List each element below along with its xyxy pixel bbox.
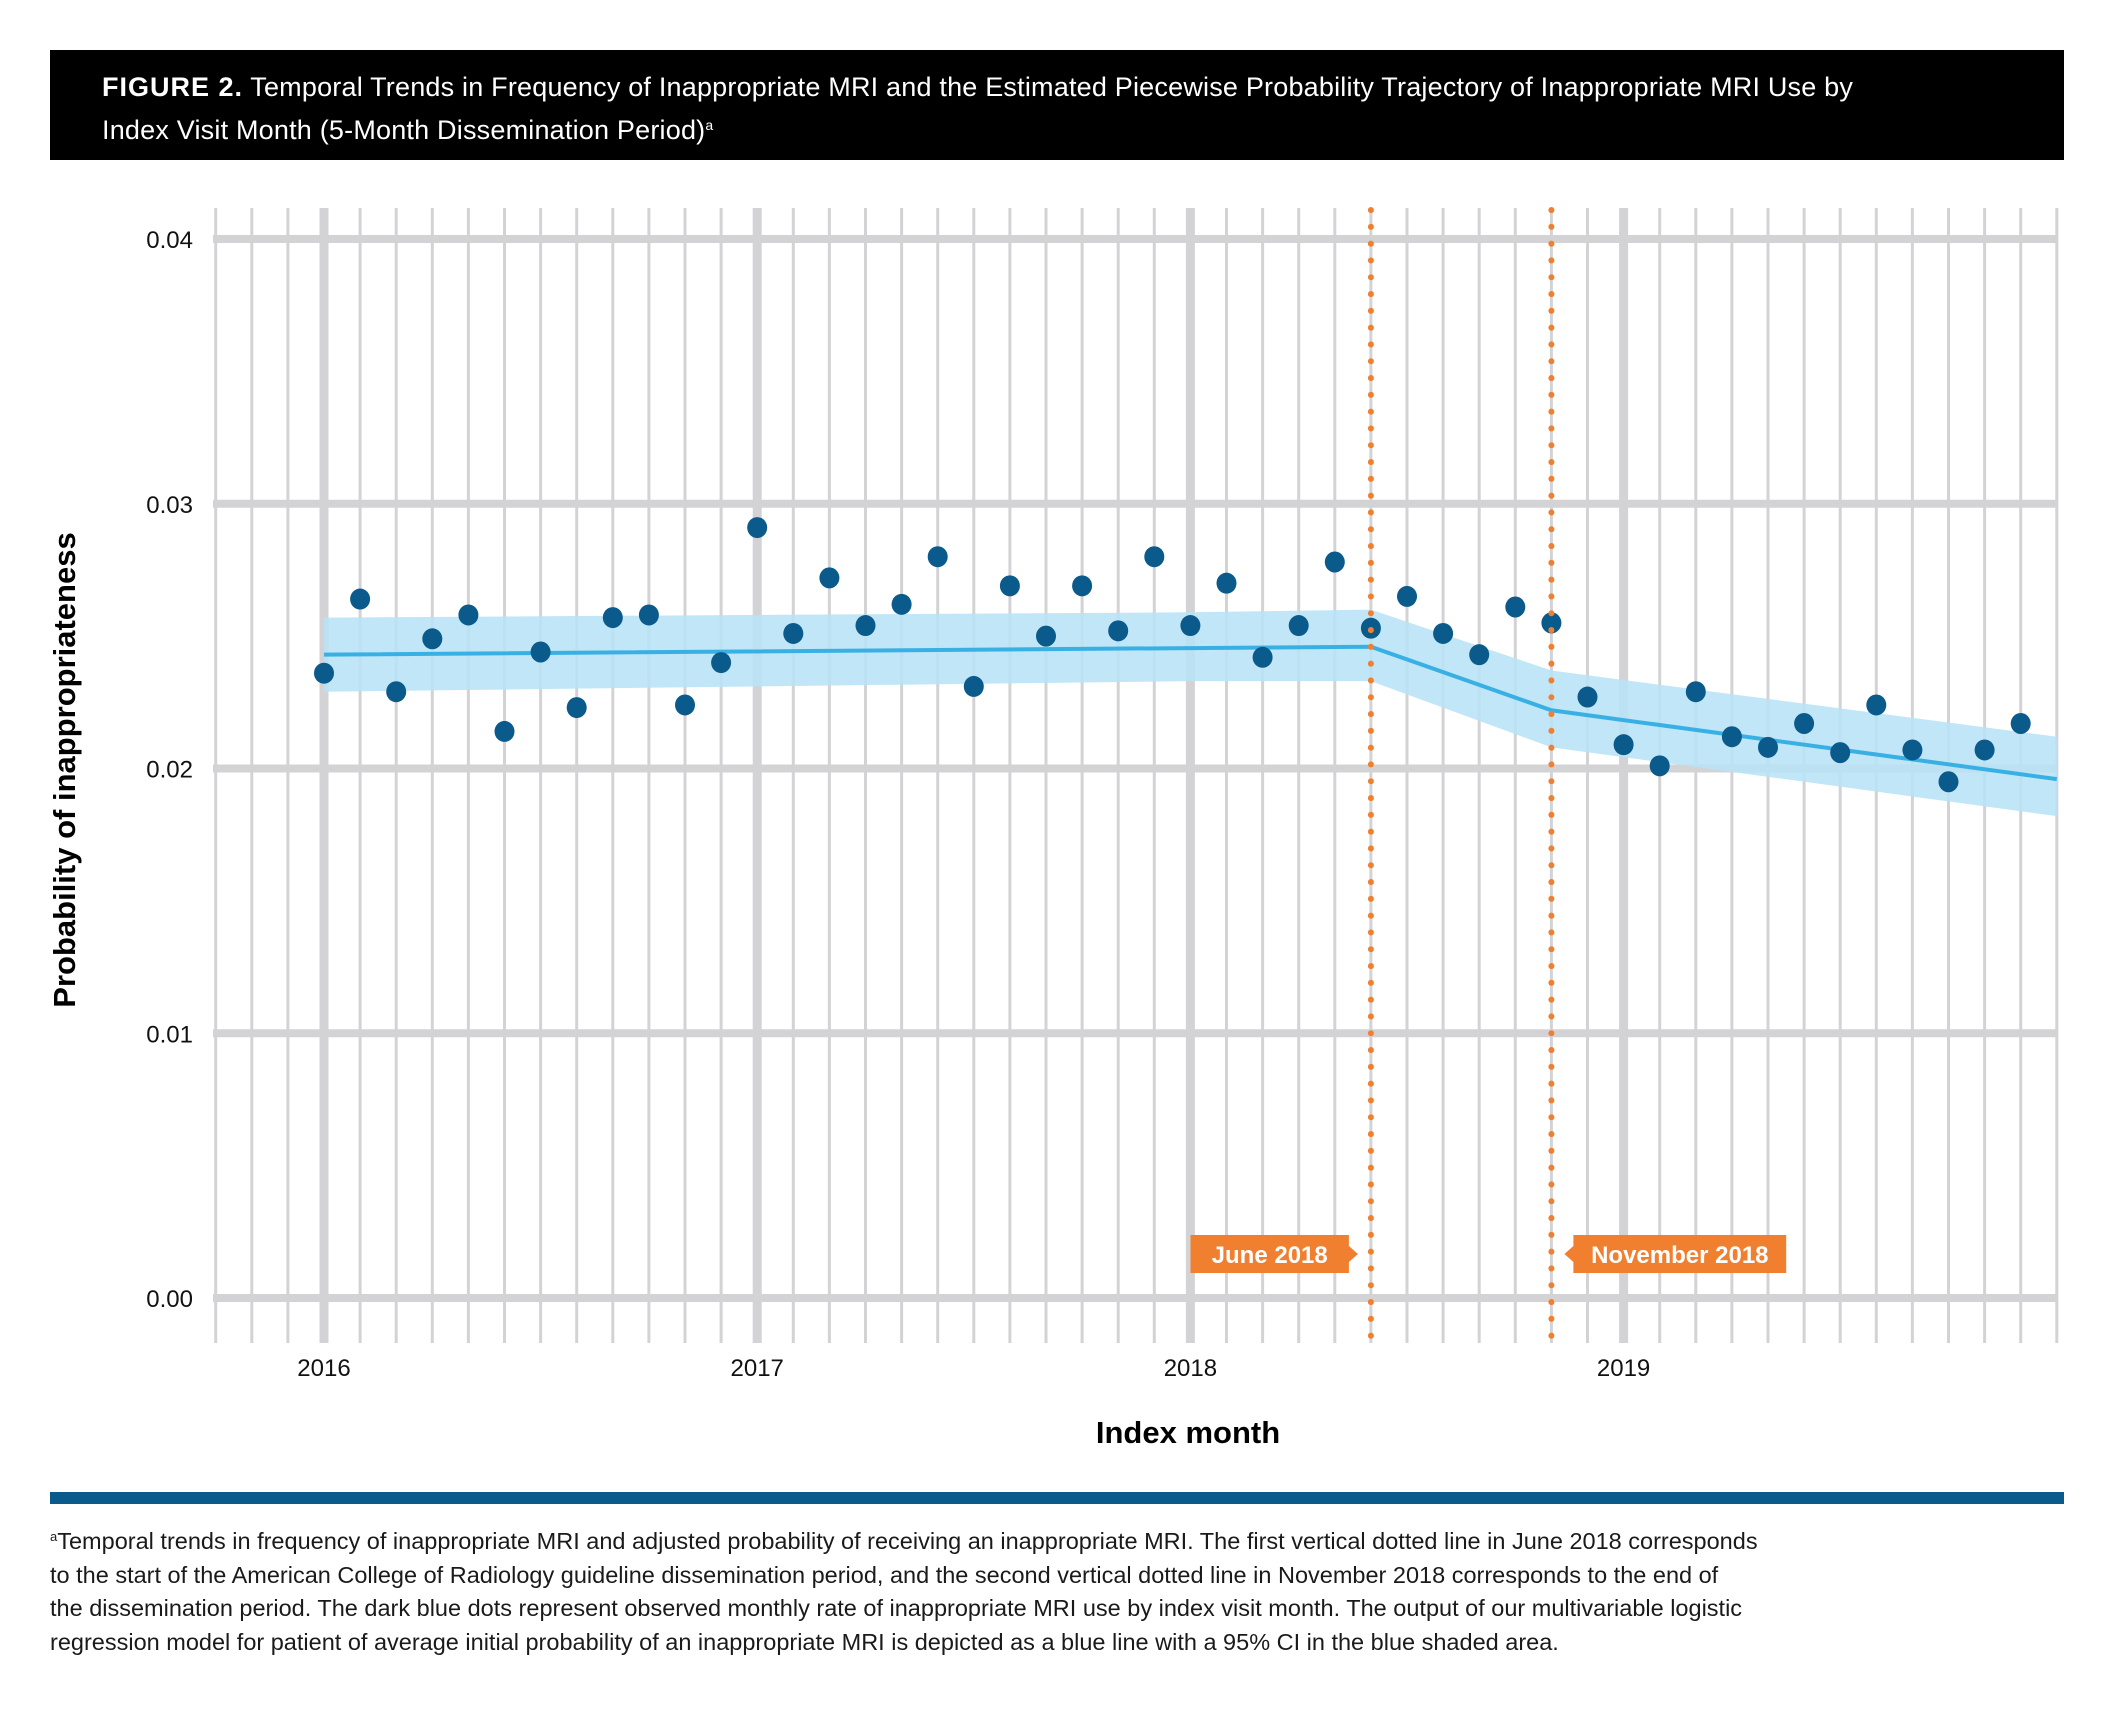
data-point xyxy=(1216,572,1237,594)
fit-line-layer xyxy=(323,644,2058,782)
footnote-text-1: Temporal trends in frequency of inapprop… xyxy=(57,1528,1758,1554)
footnote-line-4: regression model for patient of average … xyxy=(50,1628,1559,1655)
data-point xyxy=(927,546,948,568)
minor-gridlines xyxy=(214,208,2059,1343)
fit-line xyxy=(323,644,2058,782)
data-point xyxy=(963,675,984,697)
ci-band xyxy=(324,609,2057,817)
data-point xyxy=(1902,739,1923,761)
data-point xyxy=(1505,596,1526,618)
data-point xyxy=(1180,615,1201,637)
annotations: June 2018 November 2018 xyxy=(1190,207,1787,1353)
data-point xyxy=(1252,646,1273,668)
y-tick-label: 0.02 xyxy=(146,757,193,784)
data-point xyxy=(1974,739,1995,761)
footnote-line-1: aTemporal trends in frequency of inappro… xyxy=(50,1520,2080,1559)
footnote-line-3: the dissemination period. The dark blue … xyxy=(50,1595,1743,1621)
figure-title-line-1: FIGURE 2. Temporal Trends in Frequency o… xyxy=(102,68,2064,106)
data-point xyxy=(819,567,840,589)
annotation-label-box xyxy=(1190,1235,1358,1273)
data-point xyxy=(530,641,551,663)
y-tick-label: 0.03 xyxy=(146,492,193,519)
data-point xyxy=(891,593,912,615)
data-point xyxy=(1721,726,1742,748)
footnote: aTemporal trends in frequency of inappro… xyxy=(50,1520,2080,1659)
data-point xyxy=(494,720,515,742)
x-tick-label: 2016 xyxy=(297,1355,350,1382)
data-point xyxy=(1036,625,1056,647)
data-point xyxy=(1469,644,1490,666)
data-point xyxy=(1072,575,1093,597)
ci-band-layer xyxy=(324,609,2057,817)
figure-title-text-2: Index Visit Month (5-Month Dissemination… xyxy=(102,115,706,145)
data-point xyxy=(855,615,876,637)
y-axis-title: Probability of inappropriateness xyxy=(47,532,82,1007)
data-point xyxy=(1794,712,1815,734)
x-tick-label: 2018 xyxy=(1164,1355,1217,1382)
data-point xyxy=(350,588,371,610)
data-point xyxy=(1324,551,1345,573)
annotation-label-box xyxy=(1564,1235,1787,1273)
data-point xyxy=(638,604,659,626)
data-point xyxy=(386,681,407,703)
x-tick-label: 2017 xyxy=(731,1355,784,1382)
x-tick-labels: 2016 2017 2018 2019 xyxy=(297,1355,1650,1382)
data-point xyxy=(314,662,334,684)
figure-title-text-1: Temporal Trends in Frequency of Inapprop… xyxy=(243,72,1854,102)
data-point xyxy=(1144,546,1165,568)
y-tick-label: 0.01 xyxy=(146,1021,193,1048)
footnote-marker: a xyxy=(50,1529,58,1544)
data-point xyxy=(2010,712,2031,734)
annotation-label: June 2018 xyxy=(1212,1242,1328,1269)
data-point xyxy=(1397,585,1417,607)
data-point xyxy=(1433,622,1454,644)
x-axis-title: Index month xyxy=(1096,1415,1280,1450)
footnote-divider xyxy=(50,1492,2064,1504)
data-point xyxy=(1866,694,1887,716)
data-point xyxy=(1613,734,1634,756)
figure-title-bar: FIGURE 2. Temporal Trends in Frequency o… xyxy=(50,50,2064,160)
data-point xyxy=(602,607,623,629)
data-point xyxy=(1108,620,1129,642)
data-point xyxy=(1685,681,1706,703)
data-point xyxy=(1758,736,1778,758)
figure-title-superscript: a xyxy=(705,117,714,133)
y-tick-label: 0.00 xyxy=(146,1286,193,1313)
data-point xyxy=(675,694,695,716)
data-point xyxy=(747,517,768,539)
figure-label: FIGURE 2. xyxy=(102,72,244,102)
x-tick-label: 2019 xyxy=(1597,1355,1650,1382)
annotation-label: November 2018 xyxy=(1591,1242,1768,1269)
data-point xyxy=(566,697,587,719)
data-point xyxy=(1649,755,1670,777)
data-point xyxy=(458,604,479,626)
data-point xyxy=(1541,612,1562,634)
y-tick-labels: 0.00 0.01 0.02 0.03 0.04 xyxy=(146,227,193,1313)
data-point xyxy=(783,622,804,644)
footnote-line-2: to the start of the American College of … xyxy=(50,1561,1719,1588)
data-point xyxy=(422,628,443,650)
figure-title-line-2: Index Visit Month (5-Month Dissemination… xyxy=(102,106,2064,149)
data-point xyxy=(1577,686,1598,708)
data-point xyxy=(1288,615,1309,637)
data-point xyxy=(999,575,1020,597)
major-gridlines xyxy=(213,208,2058,1343)
y-tick-label: 0.04 xyxy=(146,227,193,254)
data-point xyxy=(711,652,732,674)
data-point xyxy=(1938,771,1959,793)
data-point xyxy=(1830,742,1851,764)
